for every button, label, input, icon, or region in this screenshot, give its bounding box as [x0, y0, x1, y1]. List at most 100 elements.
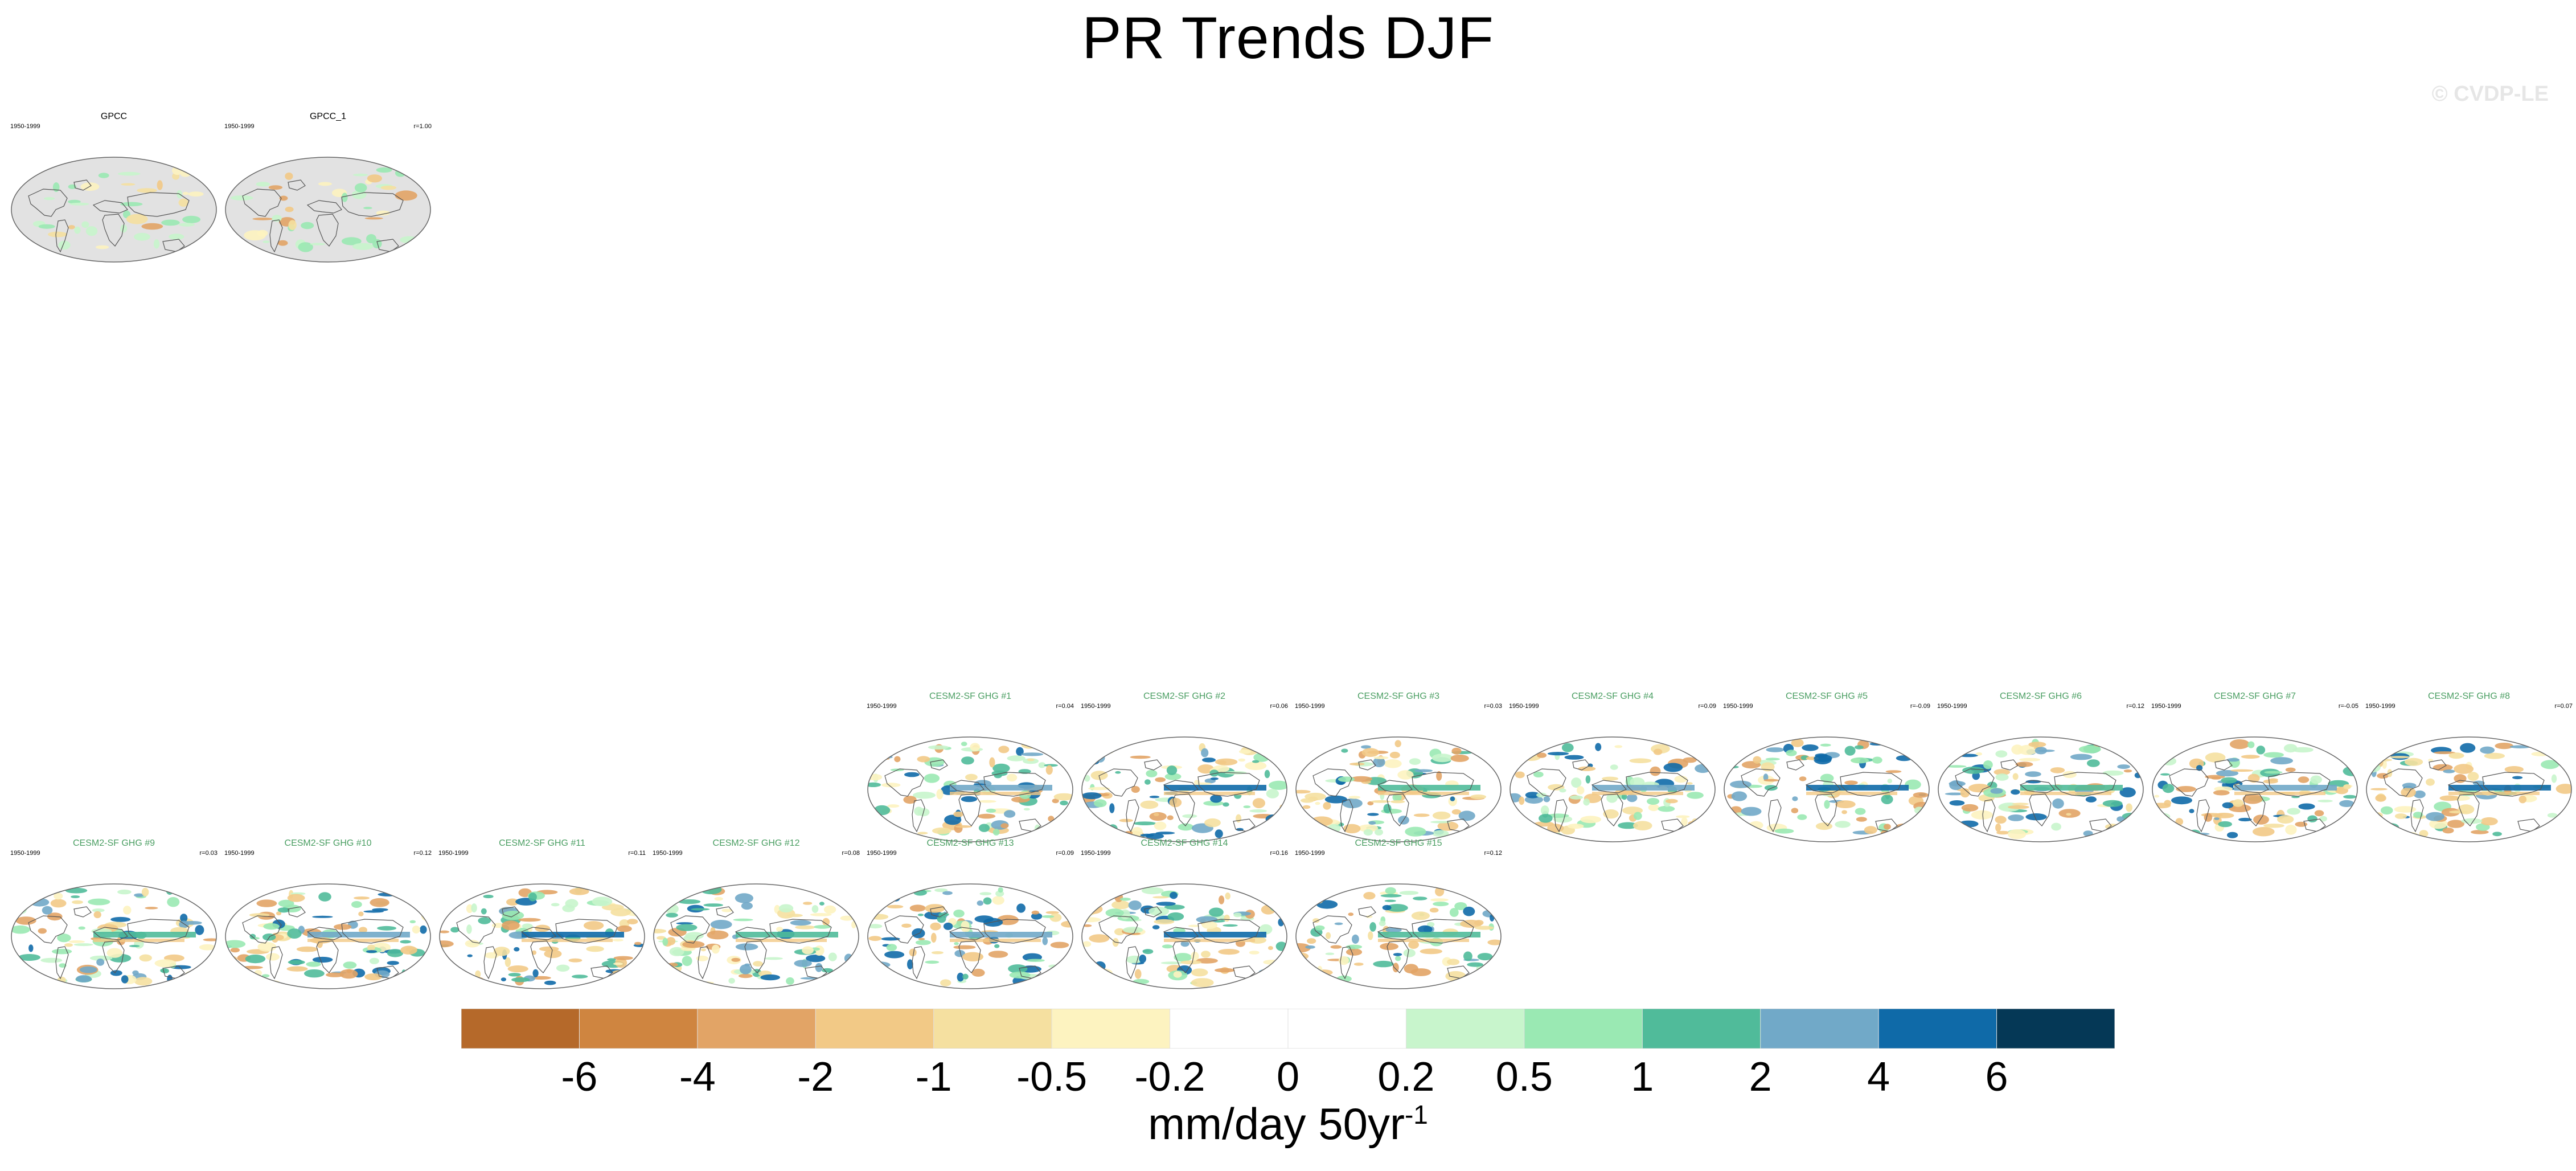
map-projection [225, 883, 431, 989]
map-outline [1081, 736, 1287, 842]
map-projection [439, 883, 645, 989]
ensemble-member-panel: CESM2-SF GHG #4 1950-1999 r=0.09 [1507, 691, 1718, 846]
trend-field [1724, 739, 1929, 837]
observation-panel: GPCC_1 1950-1999 r=1.00 [222, 112, 434, 267]
colorbar [461, 1009, 2115, 1049]
map-outline [1295, 883, 1502, 989]
ensemble-member-panel: CESM2-SF GHG #7 1950-1999 r=-0.05 [2149, 691, 2361, 846]
map-projection [1295, 883, 1502, 989]
trend-field [11, 885, 216, 986]
map-projection [225, 157, 431, 263]
panel-period: 1950-1999 [1081, 850, 1111, 857]
ensemble-member-panel: CESM2-SF GHG #2 1950-1999 r=0.06 [1078, 691, 1290, 846]
watermark: © CVDP-LE [2431, 82, 2549, 106]
coastlines [28, 179, 190, 253]
ensemble-member-panel: CESM2-SF GHG #14 1950-1999 r=0.16 [1078, 838, 1290, 993]
coastlines [884, 759, 1046, 833]
panel-correlation: r=0.12 [2126, 703, 2145, 710]
ensemble-member-panel: CESM2-SF GHG #3 1950-1999 r=0.03 [1293, 691, 1504, 846]
map-projection [11, 157, 217, 263]
panel-period: 1950-1999 [10, 123, 40, 130]
units-base: mm/day 50yr [1148, 1099, 1405, 1149]
colorbar-tick-label: 4 [1867, 1054, 1890, 1100]
colorbar-swatch [933, 1009, 1053, 1049]
ensemble-member-panel: CESM2-SF GHG #15 1950-1999 r=0.12 [1293, 838, 1504, 993]
colorbar-swatch [1287, 1009, 1407, 1049]
observation-panel: GPCC 1950-1999 [8, 112, 220, 267]
colorbar-tick-label: 2 [1749, 1054, 1772, 1100]
panel-correlation: r=0.11 [628, 850, 646, 857]
trend-field [1082, 739, 1287, 841]
colorbar-tick-label: 0.5 [1495, 1054, 1553, 1100]
map-projection [1509, 736, 1716, 842]
panel-title: CESM2-SF GHG #11 [499, 838, 585, 848]
panel-title: CESM2-SF GHG #15 [1355, 838, 1442, 848]
colorbar-swatch [1405, 1009, 1525, 1049]
panel-title: CESM2-SF GHG #2 [1143, 691, 1226, 701]
panel-title: CESM2-SF GHG #12 [712, 838, 800, 848]
map-outline [1724, 736, 1930, 842]
colorbar-tick-label: 6 [1985, 1054, 2008, 1100]
map-outline [1938, 736, 2144, 842]
ensemble-member-panel: CESM2-SF GHG #6 1950-1999 r=0.12 [1935, 691, 2147, 846]
colorbar-tick-label: -0.5 [1016, 1054, 1088, 1100]
ensemble-member-panel: CESM2-SF GHG #10 1950-1999 r=0.12 [222, 838, 434, 993]
panel-period: 1950-1999 [1509, 703, 1539, 710]
colorbar-tick-label: -1 [915, 1054, 952, 1100]
panel-title: GPCC [100, 112, 128, 121]
coastlines [1741, 759, 1902, 833]
panel-period: 1950-1999 [224, 123, 255, 130]
panel-correlation: r=0.12 [413, 850, 432, 857]
colorbar-tick-label: 0.2 [1377, 1054, 1435, 1100]
panel-period: 1950-1999 [1937, 703, 1967, 710]
trend-field [2152, 739, 2357, 841]
colorbar-tick-label: 1 [1631, 1054, 1654, 1100]
map-outline [225, 883, 431, 989]
map-outline [653, 883, 859, 989]
coastlines [1955, 759, 2116, 833]
colorbar-swatch [1170, 1009, 1289, 1049]
coastlines [1527, 759, 1688, 833]
panel-title: CESM2-SF GHG #8 [2427, 691, 2511, 701]
colorbar-tick-label: -6 [561, 1054, 598, 1100]
panel-title: CESM2-SF GHG #1 [929, 691, 1012, 701]
panel-correlation: r=0.16 [1270, 850, 1289, 857]
panel-period: 1950-1999 [867, 703, 897, 710]
ensemble-member-panel: CESM2-SF GHG #8 1950-1999 r=0.07 [2363, 691, 2575, 846]
ensemble-member-panel: CESM2-SF GHG #12 1950-1999 r=0.08 [650, 838, 862, 993]
map-projection [11, 883, 217, 989]
map-projection [1081, 883, 1287, 989]
panel-title: CESM2-SF GHG #6 [1999, 691, 2082, 701]
trend-field [28, 166, 204, 253]
ensemble-member-panel: CESM2-SF GHG #9 1950-1999 r=0.03 [8, 838, 220, 993]
panel-period: 1950-1999 [2365, 703, 2395, 710]
panel-period: 1950-1999 [1295, 850, 1325, 857]
map-outline [11, 157, 217, 263]
map-outline [867, 883, 1073, 989]
coastlines [1098, 759, 1260, 833]
trend-field [2366, 740, 2571, 840]
map-outline [2366, 736, 2572, 842]
panel-correlation: r=0.03 [199, 850, 218, 857]
panel-correlation: r=-0.05 [2338, 703, 2358, 710]
colorbar-tick-label: -0.2 [1134, 1054, 1205, 1100]
panel-period: 1950-1999 [2151, 703, 2181, 710]
colorbar-swatch [1760, 1009, 1880, 1049]
panel-period: 1950-1999 [10, 850, 40, 857]
coastlines [1312, 906, 1474, 980]
coastlines [456, 906, 618, 980]
panel-correlation: r=0.08 [842, 850, 860, 857]
ensemble-member-panel: CESM2-SF GHG #1 1950-1999 r=0.04 [864, 691, 1076, 846]
colorbar-tick-label: 0 [1276, 1054, 1300, 1100]
map-projection [1081, 736, 1287, 842]
panel-title: CESM2-SF GHG #3 [1357, 691, 1440, 701]
panel-correlation: r=-0.09 [1910, 703, 1930, 710]
panel-period: 1950-1999 [867, 850, 897, 857]
coastlines [1312, 759, 1474, 833]
units-exponent: -1 [1404, 1100, 1428, 1129]
panel-correlation: r=0.06 [1270, 703, 1289, 710]
panel-title: CESM2-SF GHG #14 [1141, 838, 1228, 848]
coastlines [28, 906, 190, 980]
colorbar-swatch [1524, 1009, 1643, 1049]
panel-title: CESM2-SF GHG #13 [926, 838, 1014, 848]
